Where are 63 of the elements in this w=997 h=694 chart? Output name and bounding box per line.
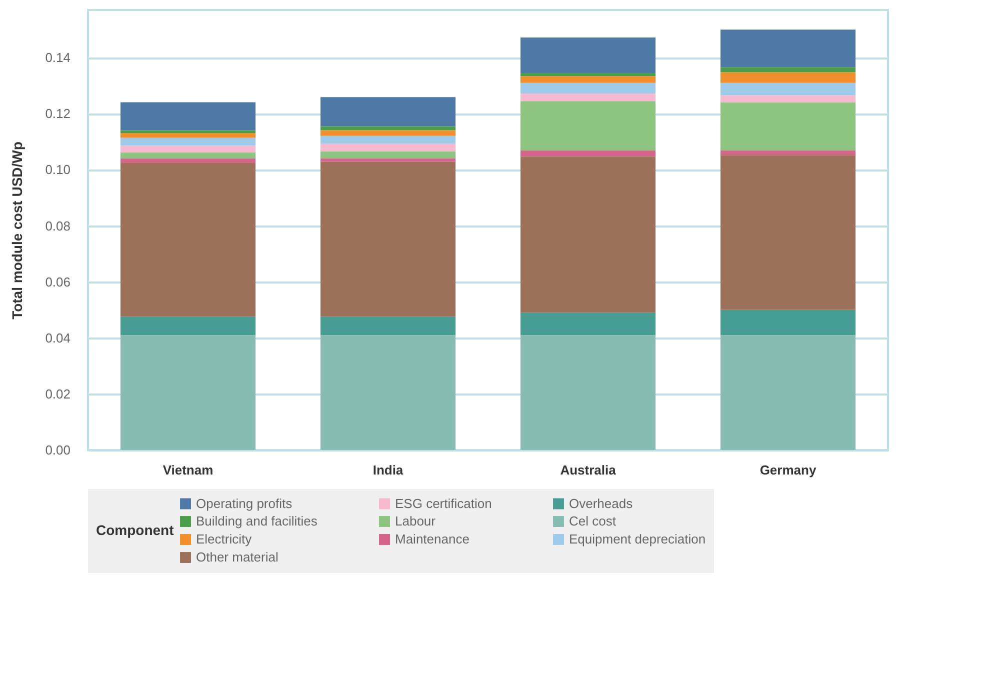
bar xyxy=(320,144,456,152)
legend-label: Equipment depreciation xyxy=(569,532,706,546)
legend-title: Component xyxy=(96,522,174,538)
bar xyxy=(120,316,256,336)
bar xyxy=(320,97,456,126)
bar xyxy=(120,158,256,164)
bar xyxy=(320,136,456,144)
y-tick-label: 0.00 xyxy=(45,442,70,458)
bar xyxy=(320,158,456,162)
legend-label: ESG certification xyxy=(395,496,492,511)
bar xyxy=(320,130,456,136)
bar xyxy=(320,151,456,158)
bar xyxy=(120,335,256,450)
bar xyxy=(120,163,256,317)
bar xyxy=(520,312,656,336)
bar xyxy=(720,102,856,150)
legend-label: Overheads xyxy=(569,496,634,511)
bar xyxy=(120,102,256,130)
bar xyxy=(720,335,856,450)
legend-label: Electricity xyxy=(196,532,252,546)
bar xyxy=(120,146,256,152)
bar xyxy=(520,94,656,102)
bar xyxy=(720,95,856,102)
legend-label: Other material xyxy=(196,550,278,564)
x-tick-label: Germany xyxy=(760,462,817,478)
bar xyxy=(520,335,656,450)
legend-label: Maintenance xyxy=(395,532,470,546)
x-tick-label: India xyxy=(372,462,404,478)
bar xyxy=(520,156,656,313)
bar xyxy=(120,133,256,138)
bar xyxy=(320,335,456,450)
bar xyxy=(720,310,856,336)
x-tick-label: Vietnam xyxy=(162,462,214,478)
legend-label: Building and facilities xyxy=(196,514,318,528)
bar xyxy=(520,73,656,76)
y-tick-label: 0.08 xyxy=(45,218,70,234)
bar xyxy=(320,316,456,336)
bar xyxy=(720,72,856,83)
bar xyxy=(320,162,456,317)
y-tick-label: 0.12 xyxy=(45,106,70,122)
y-axis-title: Total module cost USD/Wp xyxy=(9,142,26,320)
bar xyxy=(720,30,856,68)
legend-label: Cel cost xyxy=(569,514,616,528)
bar xyxy=(520,101,656,150)
bar xyxy=(120,138,256,146)
bar xyxy=(120,152,256,158)
bar xyxy=(520,76,656,83)
y-tick-label: 0.10 xyxy=(45,162,70,178)
x-tick-label: Australia xyxy=(560,462,617,478)
y-tick-label: 0.06 xyxy=(45,274,70,290)
legend-label: Operating profits xyxy=(196,496,293,511)
bar xyxy=(720,67,856,72)
bar xyxy=(520,37,656,74)
bar xyxy=(520,150,656,156)
y-tick-label: 0.04 xyxy=(45,330,70,346)
bar xyxy=(520,82,656,94)
y-tick-label: 0.02 xyxy=(45,386,70,402)
bar xyxy=(720,155,856,310)
bar xyxy=(720,150,856,156)
y-tick-label: 0.14 xyxy=(45,50,70,66)
legend-label: Labour xyxy=(395,514,436,528)
bar xyxy=(120,130,256,134)
bar xyxy=(720,82,856,96)
